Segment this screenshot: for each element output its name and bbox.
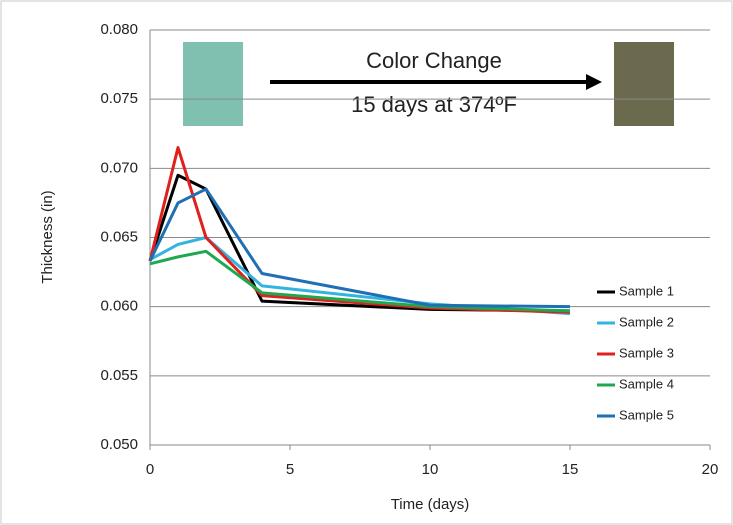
arrow-head: [586, 74, 602, 90]
x-tick-label: 15: [562, 461, 579, 478]
legend-label: Sample 3: [619, 345, 674, 360]
legend-label: Sample 2: [619, 314, 674, 329]
y-tick-label: 0.065: [100, 228, 138, 245]
x-tick-label: 0: [146, 461, 154, 478]
y-tick-label: 0.060: [100, 298, 138, 315]
x-tick-label: 5: [286, 461, 294, 478]
legend-label: Sample 1: [619, 283, 674, 298]
before-swatch: [183, 42, 243, 126]
y-tick-label: 0.075: [100, 90, 138, 107]
x-tick-label: 10: [422, 461, 439, 478]
annotation: Color Change: [366, 48, 502, 73]
y-tick-label: 0.070: [100, 159, 138, 176]
y-tick-label: 0.055: [100, 367, 138, 384]
x-axis-title: Time (days): [391, 496, 470, 513]
x-tick-label: 20: [702, 461, 719, 478]
series-line: [148, 187, 571, 309]
series-line: [149, 249, 571, 313]
y-tick-label: 0.080: [100, 21, 138, 38]
y-axis-title: Thickness (in): [39, 190, 56, 283]
legend-label: Sample 5: [619, 407, 674, 422]
legend-label: Sample 4: [619, 376, 674, 391]
after-swatch: [614, 42, 674, 126]
annotation: 15 days at 374ºF: [351, 92, 517, 117]
y-tick-label: 0.050: [100, 436, 138, 453]
